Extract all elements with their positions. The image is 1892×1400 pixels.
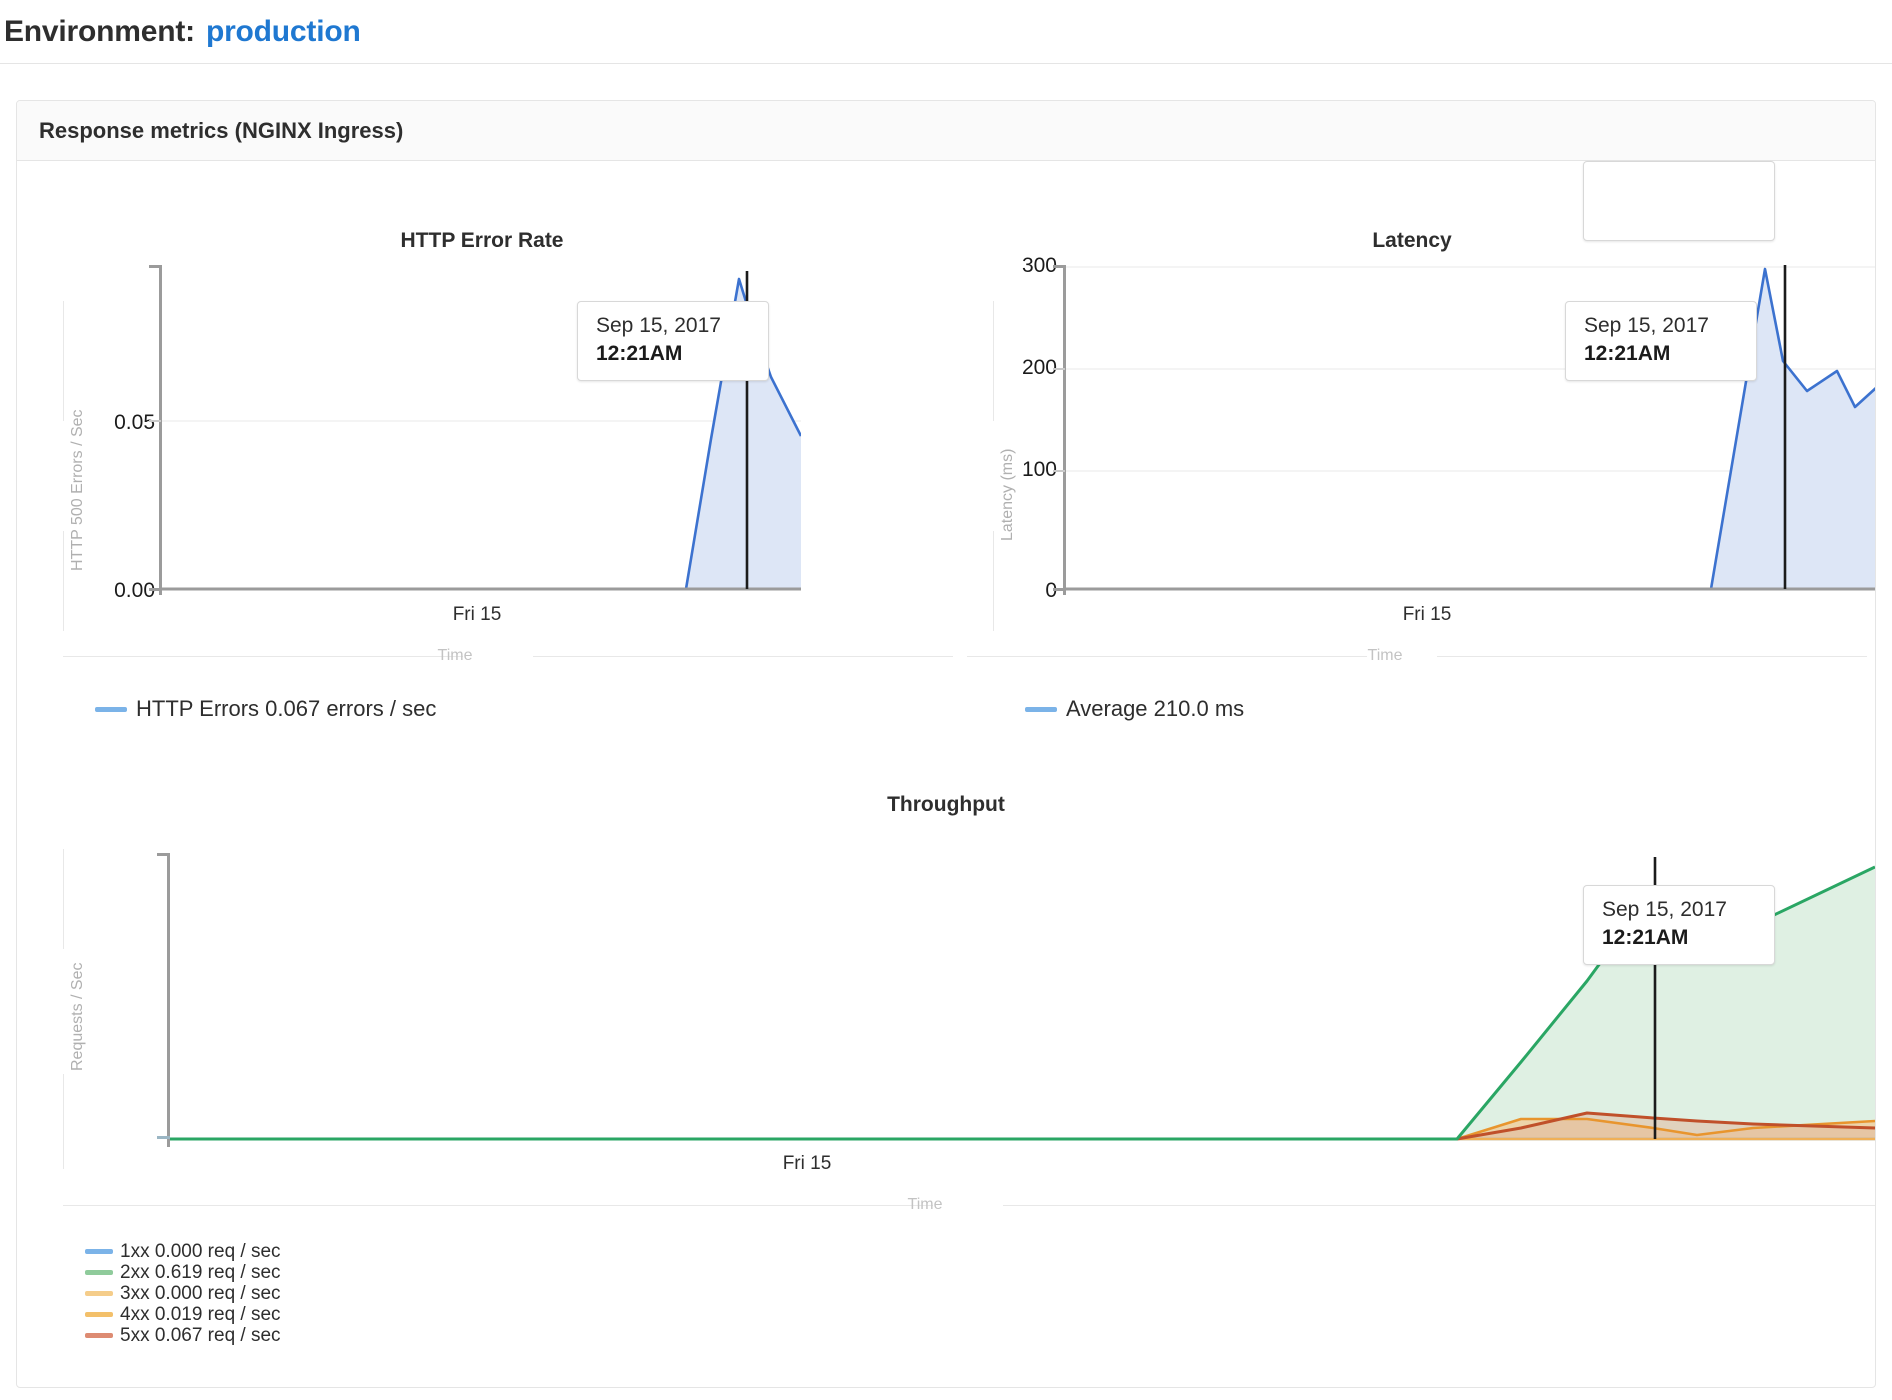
line-latency-average [1065,267,1875,591]
y-axis-annotation-throughput [63,849,65,1169]
card-body: HTTP Error Rate HTTP 500 Errors / Sec 0.… [17,161,1875,1387]
legend-label-5xx: 5xx 0.067 req / sec [120,1324,281,1346]
legend-swatch-2xx [85,1270,113,1275]
tooltip-http-error-rate: Sep 15, 2017 12:21AM [577,301,769,381]
tooltip-throughput [1583,161,1775,241]
legend-swatch-1xx [85,1249,113,1254]
legend-label-4xx: 4xx 0.019 req / sec [120,1303,281,1325]
card-header: Response metrics (NGINX Ingress) [17,101,1875,161]
y-axis-annotation-http-error-rate [63,301,65,631]
legend-latency: Average 210.0 ms [1025,696,1245,721]
x-axis-annotation-http-error-rate [63,656,953,658]
tooltip-time-http-error-rate: 12:21AM [596,342,683,366]
tooltip-latency: Sep 15, 2017 12:21AM [1565,301,1757,381]
legend-label-3xx: 3xx 0.000 req / sec [120,1282,281,1304]
legend-item-5xx[interactable]: 5xx 0.067 req / sec [85,1325,281,1346]
y-axis-label-throughput: Requests / Sec [69,962,86,1072]
tooltip-date-http-error-rate: Sep 15, 2017 [596,314,721,337]
environment-label: Environment: [4,14,195,48]
y-tick-latency-100: 100 [1021,458,1057,481]
panel-http-error-rate: HTTP Error Rate HTTP 500 Errors / Sec 0.… [17,161,953,721]
x-axis-label-throughput: Time [907,1196,943,1213]
chart-title-latency: Latency [1372,229,1452,252]
y-tick-latency-300: 300 [1021,254,1057,277]
legend-label-http-errors: HTTP Errors 0.067 errors / sec [136,696,437,721]
card-title: Response metrics (NGINX Ingress) [39,117,404,143]
plot-latency [1065,265,1875,591]
legend-label-1xx: 1xx 0.000 req / sec [120,1240,281,1262]
legend-item-4xx[interactable]: 4xx 0.019 req / sec [85,1304,281,1325]
area-2xx [169,867,1875,1139]
legend-swatch-http-errors [95,706,127,712]
tooltip-date-throughput: Sep 15, 2017 [1602,898,1727,921]
legend-item-1xx[interactable]: 1xx 0.000 req / sec [85,1241,281,1262]
legend-label-latency-average: Average 210.0 ms [1066,696,1245,721]
tooltip-date-latency: Sep 15, 2017 [1584,314,1709,337]
y-tick-mark-latency-0 [1053,588,1065,591]
y-tick-mark-latency-200 [1053,368,1065,370]
legend-throughput: 1xx 0.000 req / sec 2xx 0.619 req / sec … [85,1241,281,1346]
legend-http-error-rate: HTTP Errors 0.067 errors / sec [95,696,437,721]
x-tick-http-error-rate-0: Fri 15 [452,604,502,625]
plot-svg-latency [1065,265,1875,591]
x-axis-label-latency: Time [1367,647,1403,664]
legend-label-2xx: 2xx 0.619 req / sec [120,1261,281,1283]
response-metrics-card: Response metrics (NGINX Ingress) HTTP Er… [16,100,1876,1388]
environment-name-link[interactable]: production [205,14,361,48]
panel-latency: Latency Latency (ms) 300 200 100 0 [947,161,1875,721]
x-tick-throughput-0: Fri 15 [782,1153,832,1174]
y-axis-annotation-latency [993,301,995,631]
tooltip-throughput-box: Sep 15, 2017 12:21AM [1583,885,1775,965]
y-axis-top-cap-latency [1053,265,1065,268]
tooltip-time-latency: 12:21AM [1584,342,1671,366]
x-axis-annotation-throughput [63,1205,1875,1207]
tooltip-time-throughput: 12:21AM [1602,926,1689,950]
y-tick-mark-throughput-0 [157,1136,170,1139]
y-tick-http-error-rate-0: 0.05 [114,411,155,434]
legend-item-2xx[interactable]: 2xx 0.619 req / sec [85,1262,281,1283]
chart-title-throughput: Throughput [887,793,1005,816]
panel-throughput: Throughput Requests / Sec [17,161,1875,1387]
legend-item-latency-average[interactable]: Average 210.0 ms [1025,696,1245,721]
legend-swatch-5xx [85,1333,113,1338]
legend-swatch-latency-average [1025,706,1057,712]
x-axis-annotation-latency [967,656,1867,658]
y-axis-rule-latency [1063,265,1066,595]
legend-item-http-errors[interactable]: HTTP Errors 0.067 errors / sec [95,696,437,721]
line-5xx [169,1111,1875,1141]
y-tick-latency-200: 200 [1021,356,1057,379]
legend-item-3xx[interactable]: 3xx 0.000 req / sec [85,1283,281,1304]
area-latency-average [1065,269,1875,589]
y-axis-top-cap-throughput [157,853,169,856]
legend-swatch-3xx [85,1291,113,1296]
y-axis-rule-http-error-rate [159,265,162,595]
y-tick-latency-0: 0 [1045,579,1057,602]
y-tick-mark-latency-100 [1053,470,1065,472]
chart-title-http-error-rate: HTTP Error Rate [400,229,564,252]
y-tick-http-error-rate-1: 0.00 [114,579,155,602]
y-tick-mark-http-error-rate-000 [149,588,161,591]
y-axis-rule-throughput [167,853,170,1147]
legend-swatch-4xx [85,1312,113,1317]
x-axis-label-http-error-rate: Time [437,647,473,664]
environment-header: Environment: production [0,0,1892,64]
y-tick-mark-http-error-rate-005 [149,420,161,422]
y-axis-top-cap-http-error-rate [149,265,161,268]
x-tick-latency-0: Fri 15 [1402,604,1452,625]
